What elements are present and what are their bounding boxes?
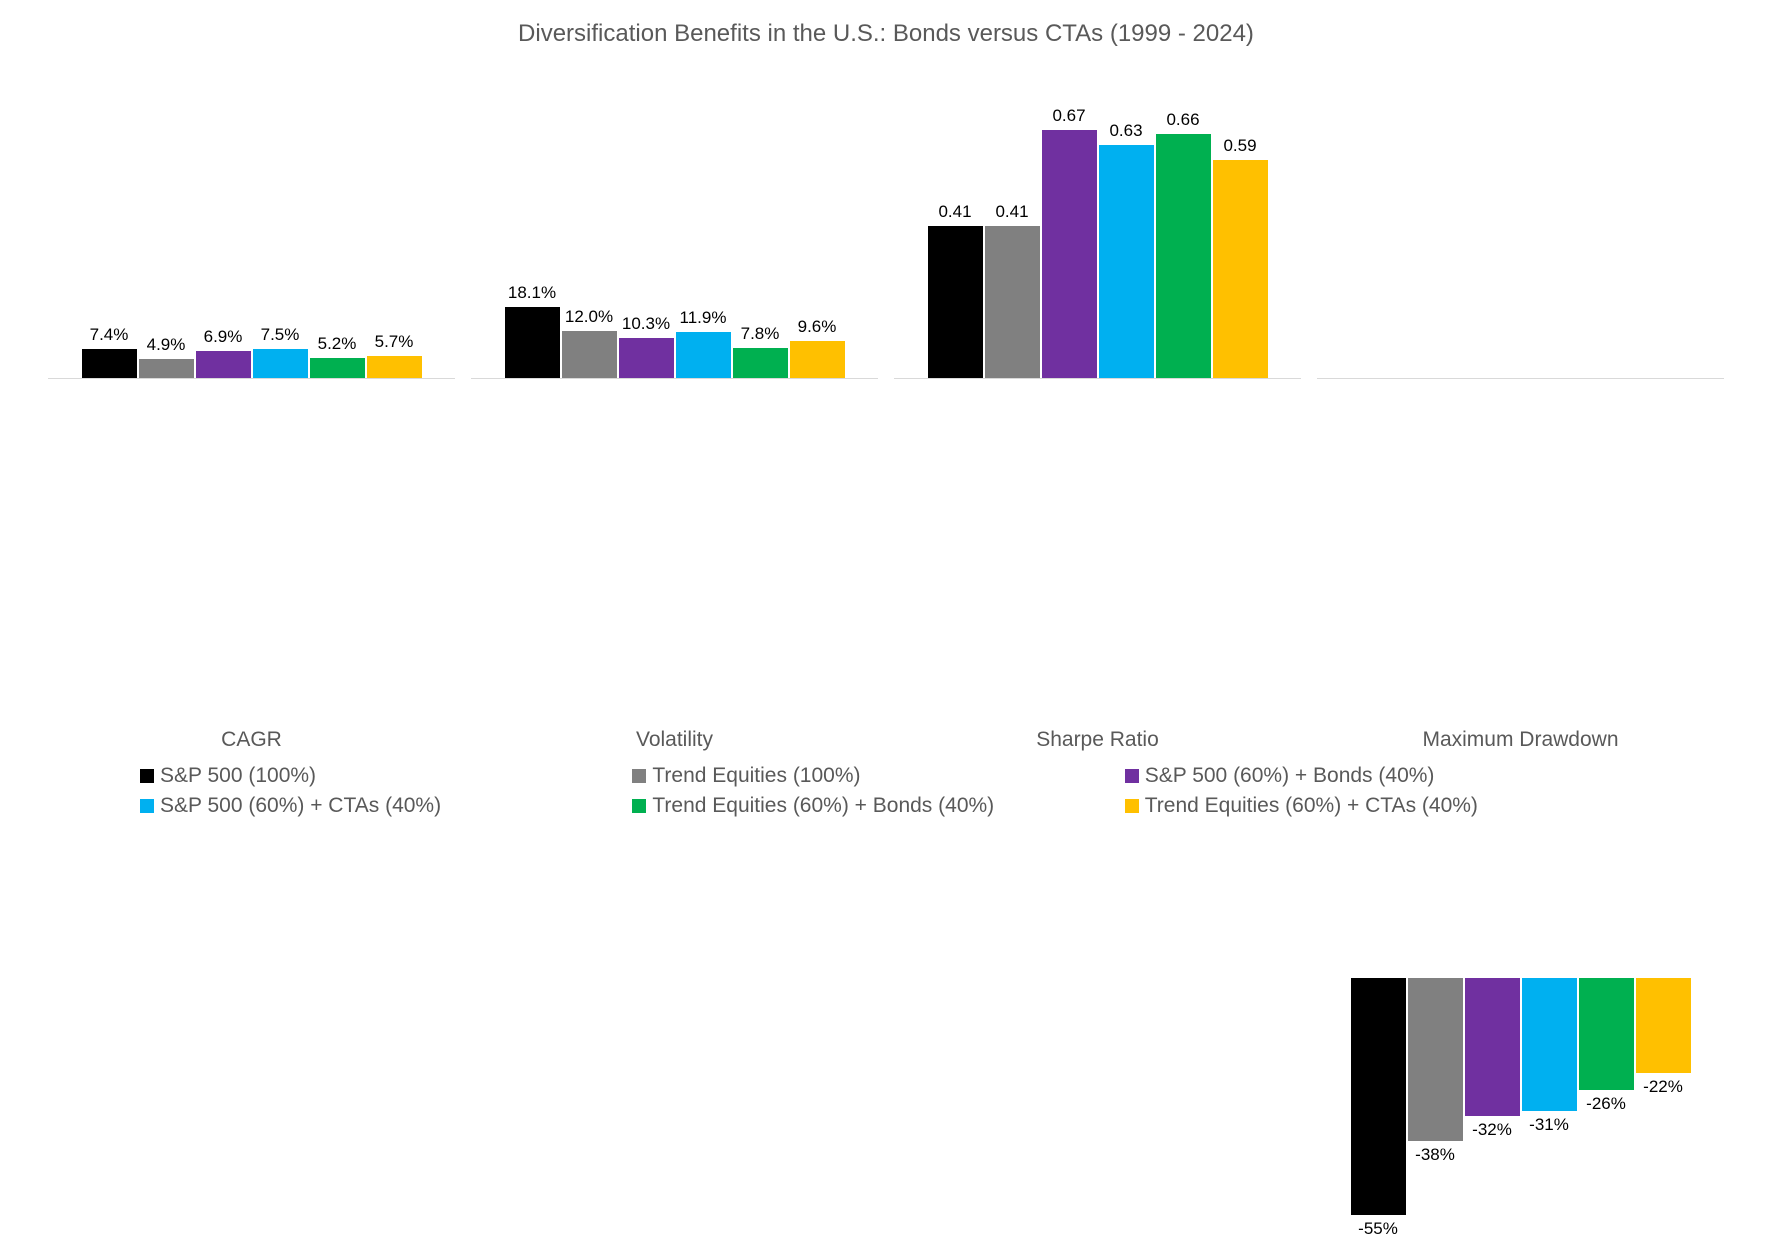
x-axis-label: Sharpe Ratio bbox=[886, 728, 1309, 752]
bar bbox=[562, 331, 617, 378]
bar bbox=[1522, 978, 1577, 1111]
legend-swatch bbox=[140, 769, 154, 783]
bar bbox=[733, 348, 788, 378]
legend-label: Trend Equities (60%) + CTAs (40%) bbox=[1145, 794, 1478, 818]
bars-container: 7.4% 4.9% 6.9% 7.5% 5.2% 5.7% bbox=[48, 78, 455, 678]
bar-value-label: 0.41 bbox=[938, 202, 971, 222]
legend-item: S&P 500 (60%) + Bonds (40%) bbox=[1125, 764, 1617, 788]
bar-value-label: 5.2% bbox=[318, 334, 357, 354]
bar bbox=[253, 349, 308, 378]
bars-container: 18.1% 12.0% 10.3% 11.9% 7.8% 9.6% bbox=[471, 78, 878, 678]
bar-value-label: 5.7% bbox=[375, 332, 414, 352]
legend-label: S&P 500 (100%) bbox=[160, 764, 316, 788]
bar bbox=[619, 338, 674, 378]
bar-value-label: -22% bbox=[1643, 1077, 1683, 1097]
x-axis-label: CAGR bbox=[40, 728, 463, 752]
bar-value-label: 0.67 bbox=[1052, 106, 1085, 126]
bar bbox=[310, 358, 365, 378]
bar bbox=[1042, 130, 1097, 378]
bar-value-label: -31% bbox=[1529, 1115, 1569, 1135]
bar-value-label: 4.9% bbox=[147, 335, 186, 355]
legend-item: S&P 500 (60%) + CTAs (40%) bbox=[140, 794, 632, 818]
bar-group: -55%-38%-32%-31%-26%-22% bbox=[1317, 78, 1724, 678]
bar-value-label: -32% bbox=[1472, 1120, 1512, 1140]
x-axis-labels: CAGRVolatilitySharpe RatioMaximum Drawdo… bbox=[40, 728, 1732, 752]
legend-swatch bbox=[1125, 799, 1139, 813]
bar-value-label: 7.8% bbox=[741, 324, 780, 344]
bar bbox=[985, 226, 1040, 378]
bar-group: 0.41 0.41 0.67 0.63 0.66 0.59 bbox=[894, 78, 1301, 678]
bar-value-label: 0.41 bbox=[995, 202, 1028, 222]
bar bbox=[1408, 978, 1463, 1141]
bar bbox=[82, 349, 137, 378]
bar-value-label: 9.6% bbox=[798, 317, 837, 337]
bar-value-label: 18.1% bbox=[508, 283, 556, 303]
bar-value-label: 0.66 bbox=[1166, 110, 1199, 130]
bar bbox=[1156, 134, 1211, 378]
legend-swatch bbox=[632, 769, 646, 783]
bar-value-label: 0.63 bbox=[1109, 121, 1142, 141]
chart-plot-area: 7.4%4.9%6.9%7.5%5.2%5.7%18.1%12.0%10.3%1… bbox=[40, 78, 1732, 678]
bar bbox=[676, 332, 731, 378]
bar-value-label: -26% bbox=[1586, 1094, 1626, 1114]
chart-title: Diversification Benefits in the U.S.: Bo… bbox=[40, 20, 1732, 48]
bar bbox=[1465, 978, 1520, 1116]
legend-label: S&P 500 (60%) + Bonds (40%) bbox=[1145, 764, 1435, 788]
bar-value-label: -38% bbox=[1415, 1145, 1455, 1165]
baseline bbox=[894, 378, 1301, 379]
legend-label: Trend Equities (60%) + Bonds (40%) bbox=[652, 794, 994, 818]
baseline bbox=[471, 378, 878, 379]
bars-container: -55%-38%-32%-31%-26%-22% bbox=[1317, 78, 1724, 678]
legend-item: S&P 500 (100%) bbox=[140, 764, 632, 788]
bar-group: 18.1% 12.0% 10.3% 11.9% 7.8% 9.6% bbox=[471, 78, 878, 678]
legend-swatch bbox=[1125, 769, 1139, 783]
bar-value-label: 7.5% bbox=[261, 325, 300, 345]
legend-item: Trend Equities (60%) + Bonds (40%) bbox=[632, 794, 1124, 818]
bar bbox=[928, 226, 983, 378]
bar bbox=[1351, 978, 1406, 1215]
bar bbox=[790, 341, 845, 378]
baseline bbox=[1317, 378, 1724, 379]
bar bbox=[367, 356, 422, 378]
baseline bbox=[48, 378, 455, 379]
bar bbox=[505, 307, 560, 378]
bar-value-label: 12.0% bbox=[565, 307, 613, 327]
bars-container: 0.41 0.41 0.67 0.63 0.66 0.59 bbox=[894, 78, 1301, 678]
legend-label: S&P 500 (60%) + CTAs (40%) bbox=[160, 794, 441, 818]
bar-group: 7.4% 4.9% 6.9% 7.5% 5.2% 5.7% bbox=[48, 78, 455, 678]
bar bbox=[1213, 160, 1268, 378]
legend-swatch bbox=[140, 799, 154, 813]
bar bbox=[139, 359, 194, 378]
legend-item: Trend Equities (60%) + CTAs (40%) bbox=[1125, 794, 1617, 818]
bar-value-label: 6.9% bbox=[204, 327, 243, 347]
bar bbox=[1579, 978, 1634, 1090]
bar bbox=[196, 351, 251, 378]
bar-value-label: 7.4% bbox=[90, 325, 129, 345]
bar-value-label: 0.59 bbox=[1223, 136, 1256, 156]
bar-value-label: 10.3% bbox=[622, 314, 670, 334]
bar-value-label: -55% bbox=[1358, 1219, 1398, 1239]
chart-legend: S&P 500 (100%) Trend Equities (100%) S&P 5… bbox=[40, 764, 1732, 824]
legend-label: Trend Equities (100%) bbox=[652, 764, 860, 788]
bar-value-label: 11.9% bbox=[680, 308, 727, 328]
legend-item: Trend Equities (100%) bbox=[632, 764, 1124, 788]
bar bbox=[1099, 145, 1154, 378]
bar bbox=[1636, 978, 1691, 1073]
x-axis-label: Volatility bbox=[463, 728, 886, 752]
x-axis-label: Maximum Drawdown bbox=[1309, 728, 1732, 752]
legend-swatch bbox=[632, 799, 646, 813]
